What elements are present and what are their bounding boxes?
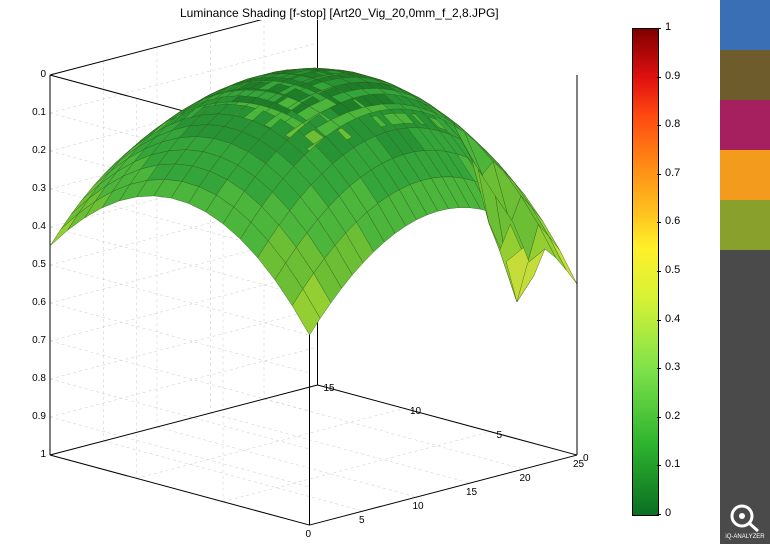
colorbar-tick: 0.5 (665, 264, 680, 276)
x-tick: 5 (359, 515, 365, 526)
colorbar-tick: 0.2 (665, 410, 680, 422)
x-tick: 0 (306, 529, 312, 540)
sidebar-swatch (720, 50, 770, 100)
colorbar-tick: 0.1 (665, 458, 680, 470)
colorbar-tick: 0.6 (665, 215, 680, 227)
colorbar-tickline (657, 514, 661, 515)
colorbar-tickline (657, 368, 661, 369)
z-tick: 0.8 (28, 373, 46, 384)
colorbar (632, 28, 659, 516)
chart-title: Luminance Shading [f-stop] [Art20_Vig_20… (180, 6, 499, 20)
z-tick: 0.9 (28, 411, 46, 422)
colorbar-tick: 0 (665, 507, 671, 519)
colorbar-tickline (657, 222, 661, 223)
sidebar-swatch (720, 0, 770, 50)
z-tick: 0.2 (28, 145, 46, 156)
colorbar-tickline (657, 465, 661, 466)
colorbar-tick: 0.7 (665, 167, 680, 179)
y-tick: 0 (583, 453, 589, 464)
colorbar-tick: 0.4 (665, 313, 680, 325)
z-tick: 0 (28, 69, 46, 80)
sidebar-swatch (720, 150, 770, 200)
z-tick: 0.7 (28, 335, 46, 346)
colorbar-tick: 1 (665, 21, 671, 33)
sidebar-tail (720, 250, 770, 544)
z-tick: 1 (28, 449, 46, 460)
logo-text: iQ-ANALYZER (724, 534, 766, 540)
sidebar-swatch (720, 100, 770, 150)
surface-plot-3d (10, 20, 620, 530)
colorbar-tickline (657, 174, 661, 175)
right-sidebar: iQ-ANALYZER (720, 0, 770, 544)
colorbar-tickline (657, 125, 661, 126)
iq-analyzer-logo: iQ-ANALYZER (724, 502, 766, 540)
z-tick: 0.3 (28, 183, 46, 194)
x-tick: 10 (413, 501, 424, 512)
z-tick: 0.6 (28, 297, 46, 308)
z-tick: 0.1 (28, 107, 46, 118)
y-tick: 15 (324, 383, 335, 394)
colorbar-tickline (657, 77, 661, 78)
colorbar-tickline (657, 320, 661, 321)
colorbar-tick: 0.8 (665, 118, 680, 130)
y-tick: 10 (410, 406, 421, 417)
colorbar-tick: 0.3 (665, 361, 680, 373)
x-tick: 15 (466, 487, 477, 498)
y-tick: 5 (497, 430, 503, 441)
colorbar-tickline (657, 271, 661, 272)
colorbar-tick: 0.9 (665, 70, 680, 82)
x-tick: 20 (520, 473, 531, 484)
colorbar-tickline (657, 28, 661, 29)
colorbar-tickline (657, 417, 661, 418)
z-tick: 0.5 (28, 259, 46, 270)
z-tick: 0.4 (28, 221, 46, 232)
sidebar-swatch (720, 200, 770, 250)
